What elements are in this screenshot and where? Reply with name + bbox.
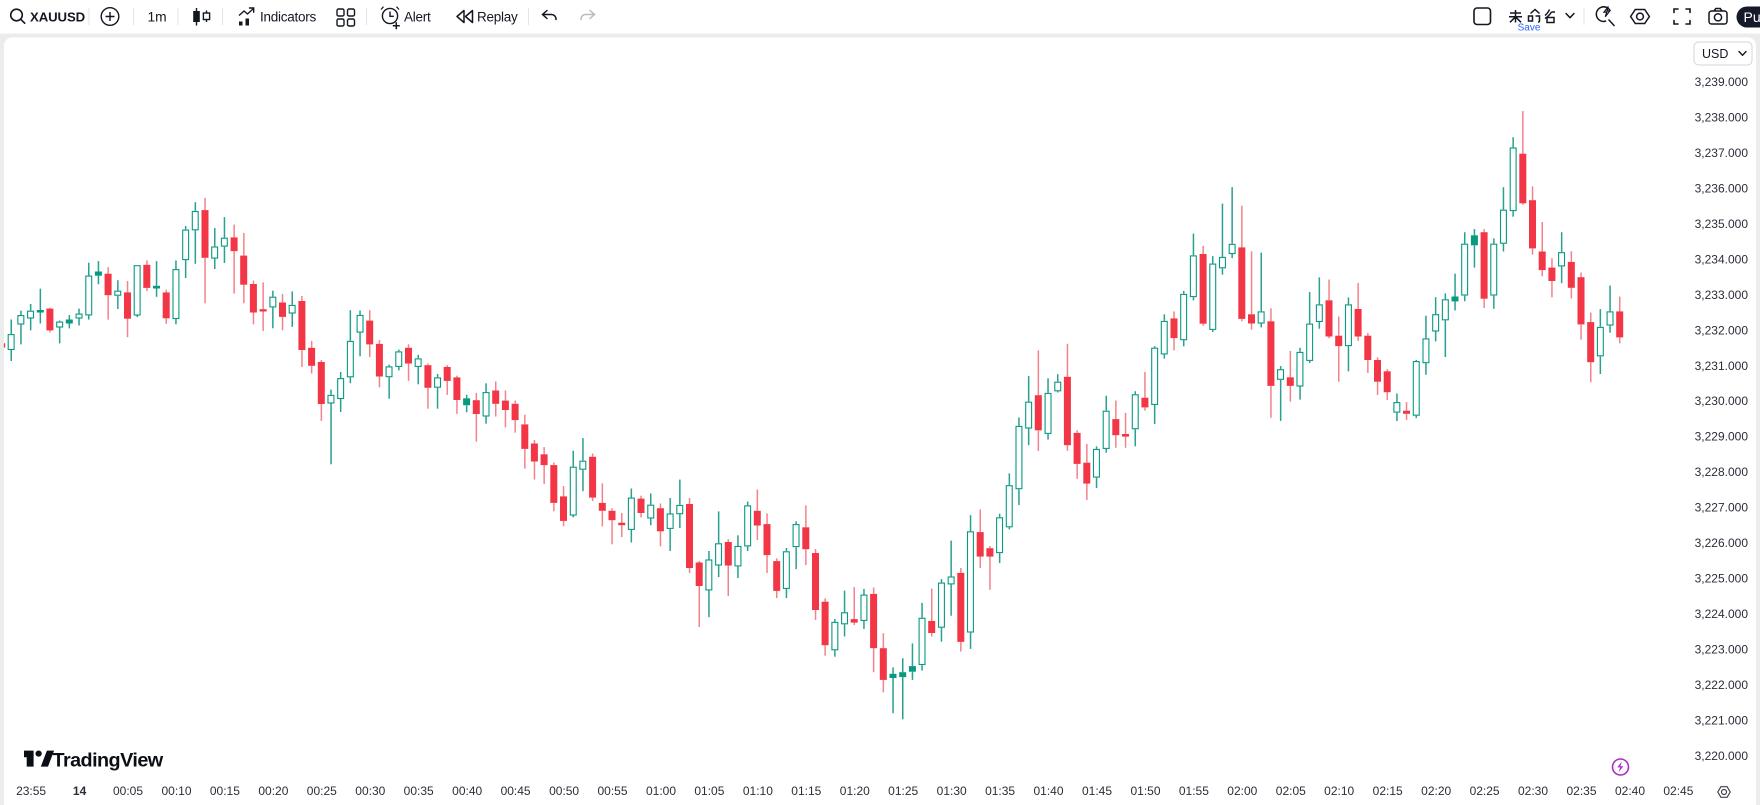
svg-text:02:45: 02:45 — [1663, 784, 1693, 798]
svg-text:XAUUSD: XAUUSD — [30, 10, 85, 25]
svg-text:01:00: 01:00 — [646, 784, 676, 798]
svg-text:3,235.000: 3,235.000 — [1695, 217, 1749, 231]
svg-text:02:00: 02:00 — [1227, 784, 1257, 798]
svg-text:02:40: 02:40 — [1615, 784, 1645, 798]
svg-text:01:25: 01:25 — [888, 784, 918, 798]
svg-text:3,237.000: 3,237.000 — [1695, 146, 1749, 160]
svg-text:Indicators: Indicators — [260, 10, 317, 25]
svg-text:3,226.000: 3,226.000 — [1695, 536, 1749, 550]
svg-text:3,221.000: 3,221.000 — [1695, 713, 1749, 727]
svg-text:01:45: 01:45 — [1082, 784, 1112, 798]
svg-text:01:10: 01:10 — [743, 784, 773, 798]
svg-text:Save: Save — [1518, 23, 1541, 34]
svg-text:3,239.000: 3,239.000 — [1695, 75, 1749, 89]
svg-text:01:40: 01:40 — [1033, 784, 1063, 798]
svg-text:3,231.000: 3,231.000 — [1695, 359, 1749, 373]
svg-text:01:30: 01:30 — [937, 784, 967, 798]
svg-text:00:30: 00:30 — [355, 784, 385, 798]
svg-text:3,229.000: 3,229.000 — [1695, 430, 1749, 444]
svg-text:Replay: Replay — [477, 10, 518, 25]
svg-text:01:35: 01:35 — [985, 784, 1015, 798]
svg-text:01:20: 01:20 — [840, 784, 870, 798]
svg-text:USD: USD — [1702, 47, 1728, 61]
svg-text:3,233.000: 3,233.000 — [1695, 288, 1749, 302]
svg-text:00:35: 00:35 — [404, 784, 434, 798]
svg-text:02:20: 02:20 — [1421, 784, 1451, 798]
svg-text:3,230.000: 3,230.000 — [1695, 394, 1749, 408]
svg-text:3,234.000: 3,234.000 — [1695, 252, 1749, 266]
svg-text:3,222.000: 3,222.000 — [1695, 678, 1749, 692]
svg-text:23:55: 23:55 — [16, 784, 46, 798]
svg-text:00:45: 00:45 — [501, 784, 531, 798]
svg-text:3,228.000: 3,228.000 — [1695, 465, 1749, 479]
svg-text:3,227.000: 3,227.000 — [1695, 501, 1749, 515]
svg-text:02:30: 02:30 — [1518, 784, 1548, 798]
svg-text:02:35: 02:35 — [1566, 784, 1596, 798]
svg-text:01:05: 01:05 — [694, 784, 724, 798]
svg-text:01:55: 01:55 — [1179, 784, 1209, 798]
svg-text:3,220.000: 3,220.000 — [1695, 749, 1749, 763]
svg-text:00:15: 00:15 — [210, 784, 240, 798]
svg-text:00:50: 00:50 — [549, 784, 579, 798]
svg-text:00:20: 00:20 — [258, 784, 288, 798]
svg-text:01:50: 01:50 — [1130, 784, 1160, 798]
svg-text:02:10: 02:10 — [1324, 784, 1354, 798]
svg-text:00:40: 00:40 — [452, 784, 482, 798]
svg-text:Pu: Pu — [1744, 9, 1760, 25]
svg-text:14: 14 — [73, 784, 87, 798]
svg-text:1m: 1m — [148, 10, 167, 25]
svg-text:00:10: 00:10 — [161, 784, 191, 798]
svg-text:01:15: 01:15 — [791, 784, 821, 798]
svg-text:TradingView: TradingView — [53, 750, 164, 772]
svg-text:02:05: 02:05 — [1276, 784, 1306, 798]
svg-text:00:05: 00:05 — [113, 784, 143, 798]
svg-text:02:25: 02:25 — [1470, 784, 1500, 798]
svg-text:3,225.000: 3,225.000 — [1695, 572, 1749, 586]
svg-text:00:55: 00:55 — [597, 784, 627, 798]
svg-text:3,236.000: 3,236.000 — [1695, 182, 1749, 196]
svg-text:3,224.000: 3,224.000 — [1695, 607, 1749, 621]
svg-text:3,223.000: 3,223.000 — [1695, 643, 1749, 657]
svg-text:3,232.000: 3,232.000 — [1695, 323, 1749, 337]
svg-text:02:15: 02:15 — [1373, 784, 1403, 798]
svg-text:3,238.000: 3,238.000 — [1695, 111, 1749, 125]
svg-text:Alert: Alert — [404, 10, 431, 25]
svg-text:00:25: 00:25 — [307, 784, 337, 798]
